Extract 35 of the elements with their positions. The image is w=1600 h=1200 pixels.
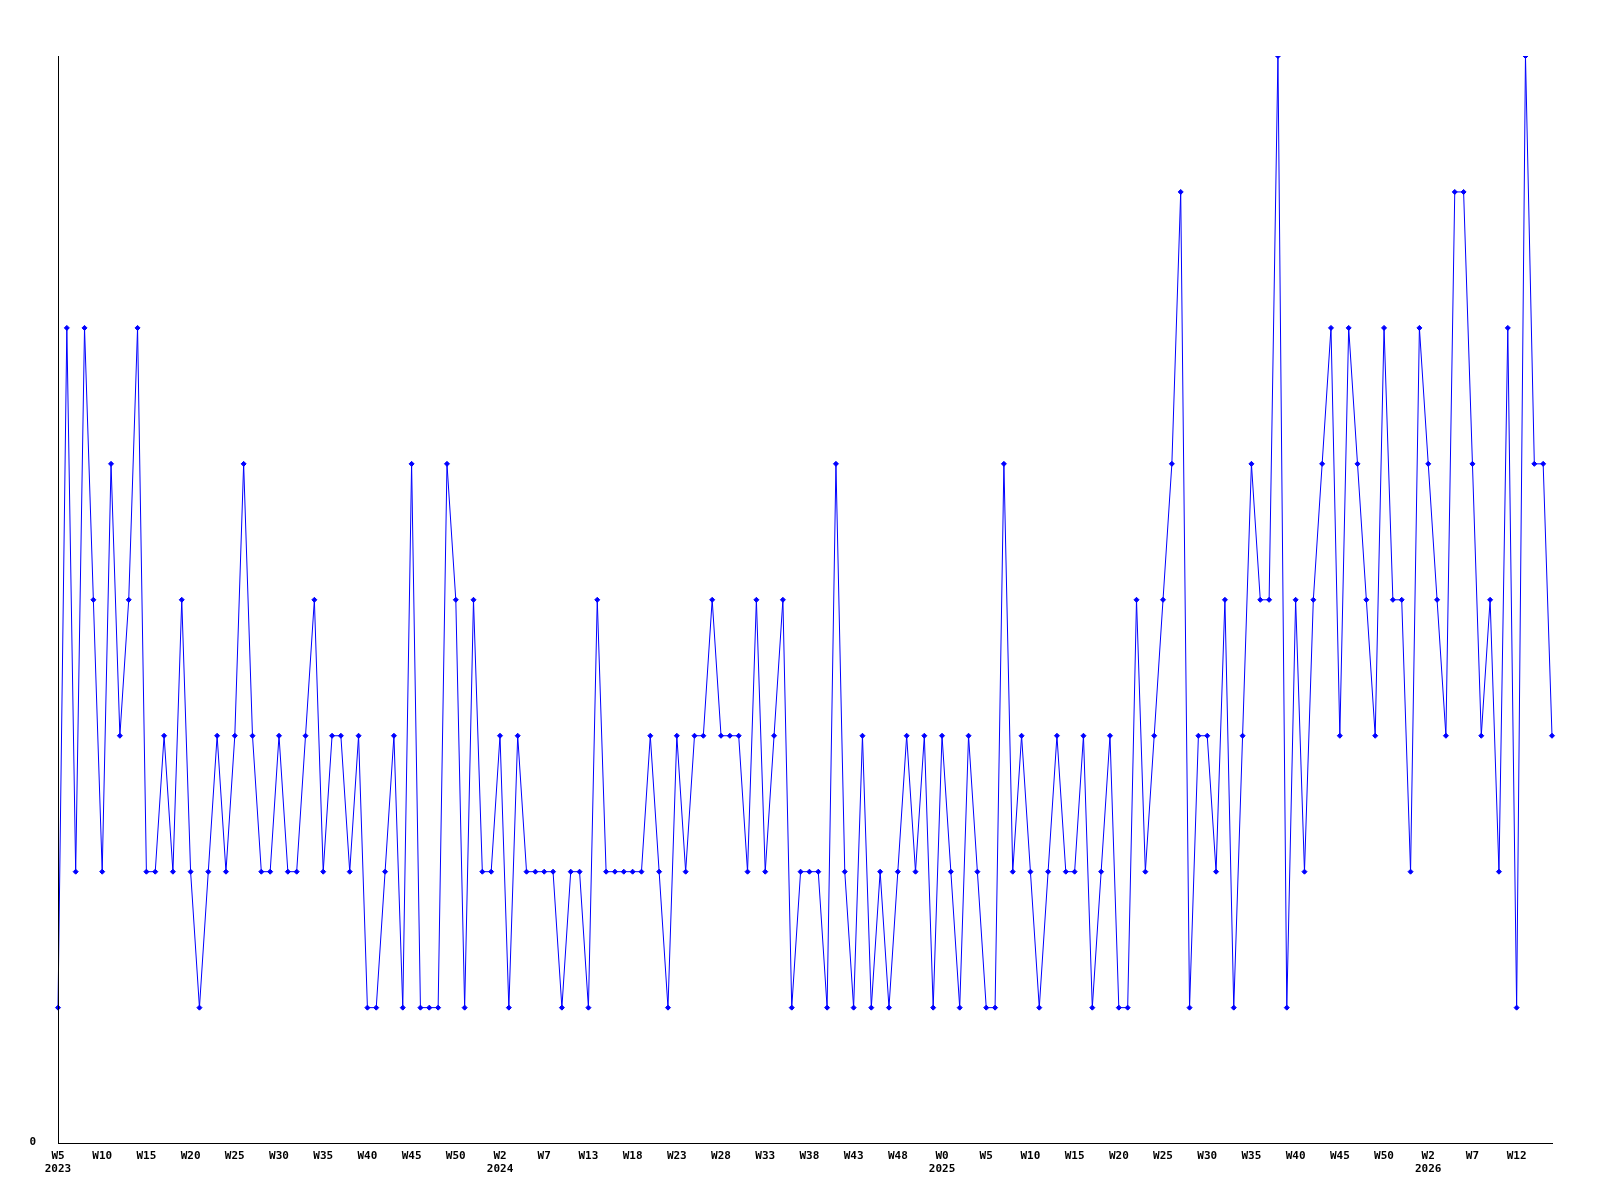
x-tick-label: W38 — [799, 1149, 820, 1163]
x-tick-label: W48 — [887, 1149, 908, 1163]
x-tick-label: W2 2026 — [1414, 1149, 1442, 1176]
x-tick-label: W35 — [1241, 1149, 1262, 1163]
x-tick-label: W45 — [401, 1149, 422, 1163]
x-tick-label: W20 — [180, 1149, 201, 1163]
x-tick-label: W50 — [445, 1149, 466, 1163]
x-tick-label: W45 — [1329, 1149, 1350, 1163]
x-tick-label: W18 — [622, 1149, 643, 1163]
x-tick-label: W20 — [1108, 1149, 1129, 1163]
x-tick-label: W25 — [1153, 1149, 1173, 1163]
x-tick-label: W5 2023 — [44, 1149, 72, 1176]
x-tick-label: W40 — [357, 1149, 378, 1163]
x-tick-label: W15 — [1064, 1149, 1085, 1163]
x-tick-label: W10 — [1020, 1149, 1041, 1163]
x-tick-label: W40 — [1285, 1149, 1306, 1163]
x-tick-label: W15 — [136, 1149, 157, 1163]
x-tick-label: W35 — [313, 1149, 334, 1163]
x-tick-label: W12 — [1506, 1149, 1527, 1163]
x-tick-label: W7 — [1465, 1149, 1480, 1163]
x-tick-label: W30 — [1197, 1149, 1218, 1163]
x-tick-label: W30 — [269, 1149, 289, 1163]
x-tick-label: W25 — [224, 1149, 245, 1163]
x-tick-label: W23 — [666, 1149, 687, 1163]
x-tick-label: W10 — [92, 1149, 113, 1163]
x-tick-label: W13 — [578, 1149, 599, 1163]
x-tick-label: W0 2025 — [928, 1149, 956, 1176]
x-tick-label: W33 — [755, 1149, 776, 1163]
x-tick-label: W43 — [843, 1149, 864, 1163]
x-tick-label: W2 2024 — [486, 1149, 514, 1176]
text: 0 — [29, 1135, 36, 1149]
x-tick-label: W50 — [1374, 1149, 1394, 1163]
x-tick-label: W28 — [711, 1149, 731, 1163]
x-tick-label: W5 — [979, 1149, 993, 1163]
x-tick-label: W7 — [537, 1149, 551, 1163]
